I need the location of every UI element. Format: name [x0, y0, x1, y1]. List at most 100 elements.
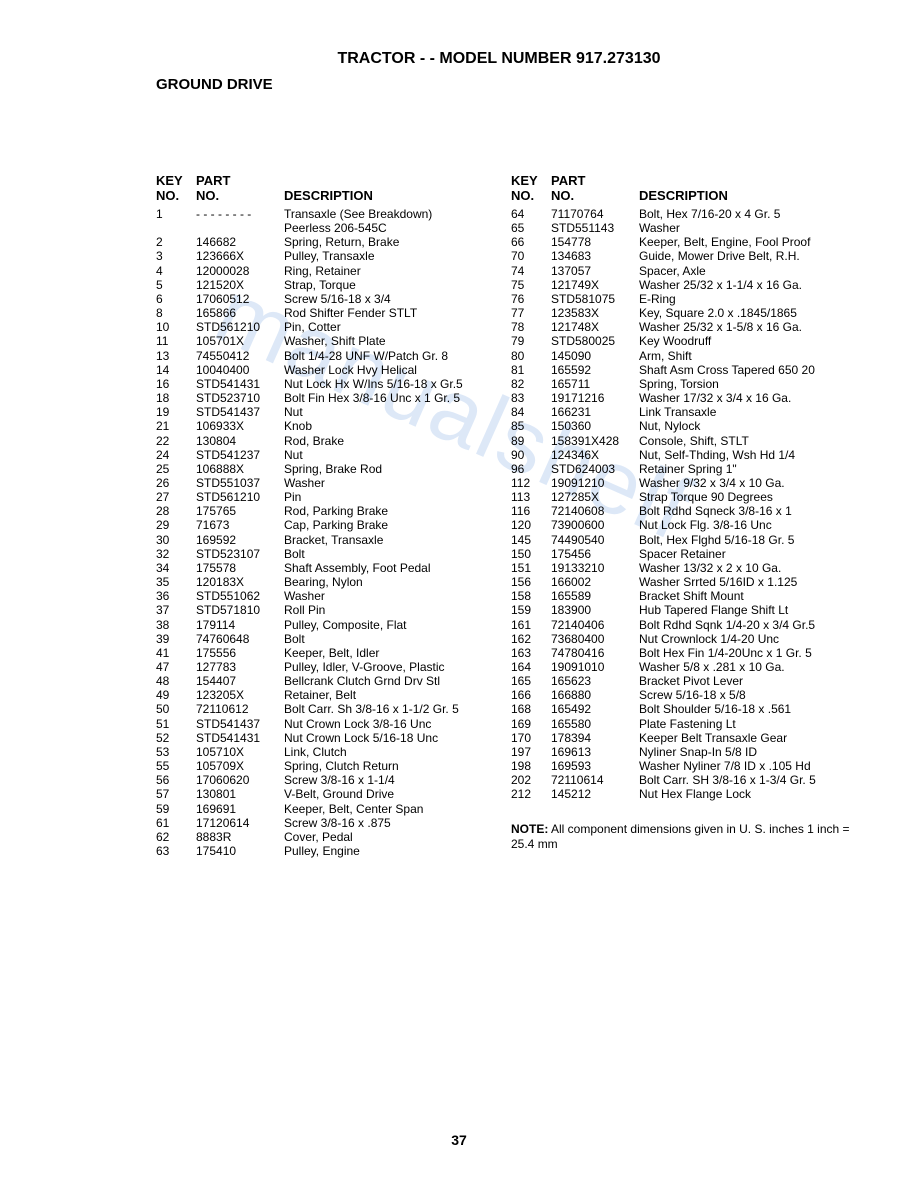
table-row: 11219091210Washer 9/32 x 3/4 x 10 Ga.: [511, 476, 858, 490]
cell-key-no: 161: [511, 618, 551, 632]
cell-description: Pulley, Idler, V-Groove, Plastic: [284, 660, 503, 674]
cell-description: Bolt Carr. Sh 3/8-16 x 1-1/2 Gr. 5: [284, 702, 503, 716]
cell-part-no: [196, 221, 284, 235]
table-row: 16STD541431Nut Lock Hx W/Ins 5/16-18 x G…: [156, 377, 503, 391]
table-row: 159183900Hub Tapered Flange Shift Lt: [511, 603, 858, 617]
cell-description: Spacer Retainer: [639, 547, 858, 561]
table-row: 3974760648Bolt: [156, 632, 503, 646]
cell-part-no: STD561210: [196, 490, 284, 504]
cell-part-no: 127285X: [551, 490, 639, 504]
cell-key-no: 74: [511, 264, 551, 278]
cell-key-no: 162: [511, 632, 551, 646]
table-row: 26STD551037Washer: [156, 476, 503, 490]
cell-description: Shaft Asm Cross Tapered 650 20: [639, 363, 858, 377]
cell-key-no: 52: [156, 731, 196, 745]
table-row: 49123205XRetainer, Belt: [156, 688, 503, 702]
cell-key-no: 38: [156, 618, 196, 632]
table-row: 32STD523107Bolt: [156, 547, 503, 561]
table-row: 12073900600Nut Lock Flg. 3/8-16 Unc: [511, 518, 858, 532]
parts-columns: KEYNO. PARTNO. DESCRIPTION 1- - - - - - …: [156, 173, 858, 858]
cell-description: Washer: [284, 476, 503, 490]
cell-key-no: 47: [156, 660, 196, 674]
cell-description: Spring, Return, Brake: [284, 235, 503, 249]
cell-key-no: 51: [156, 717, 196, 731]
cell-description: Spring, Torsion: [639, 377, 858, 391]
cell-part-no: 130804: [196, 434, 284, 448]
cell-part-no: STD541437: [196, 405, 284, 419]
cell-key-no: 169: [511, 717, 551, 731]
cell-key-no: 10: [156, 320, 196, 334]
cell-part-no: STD523710: [196, 391, 284, 405]
cell-description: E-Ring: [639, 292, 858, 306]
cell-part-no: 158391X428: [551, 434, 639, 448]
cell-description: Bearing, Nylon: [284, 575, 503, 589]
cell-key-no: 21: [156, 419, 196, 433]
cell-part-no: 179114: [196, 618, 284, 632]
cell-description: V-Belt, Ground Drive: [284, 787, 503, 801]
cell-key-no: 79: [511, 334, 551, 348]
cell-key-no: 66: [511, 235, 551, 249]
table-row: 170178394Keeper Belt Transaxle Gear: [511, 731, 858, 745]
cell-description: Bolt Fin Hex 3/8-16 Unc x 1 Gr. 5: [284, 391, 503, 405]
table-row: 6117120614Screw 3/8-16 x .875: [156, 816, 503, 830]
cell-description: Washer: [639, 221, 858, 235]
cell-part-no: 74490540: [551, 533, 639, 547]
cell-key-no: 166: [511, 688, 551, 702]
cell-part-no: 123666X: [196, 249, 284, 263]
cell-key-no: 36: [156, 589, 196, 603]
cell-part-no: STD551143: [551, 221, 639, 235]
content-wrapper: TRACTOR - - MODEL NUMBER 917.273130 GROU…: [60, 50, 858, 858]
cell-part-no: 169613: [551, 745, 639, 759]
header-part-no: PARTNO.: [551, 173, 639, 203]
cell-description: Nut Crown Lock 5/16-18 Unc: [284, 731, 503, 745]
left-rows-container: 1- - - - - - - -Transaxle (See Breakdown…: [156, 207, 503, 858]
cell-description: Strap Torque 90 Degrees: [639, 490, 858, 504]
table-row: 36STD551062Washer: [156, 589, 503, 603]
cell-description: Rod, Brake: [284, 434, 503, 448]
cell-part-no: 8883R: [196, 830, 284, 844]
cell-description: Ring, Retainer: [284, 264, 503, 278]
table-row: 59169691Keeper, Belt, Center Span: [156, 802, 503, 816]
cell-part-no: 154407: [196, 674, 284, 688]
cell-key-no: 112: [511, 476, 551, 490]
cell-part-no: 105701X: [196, 334, 284, 348]
table-row: 79STD580025Key Woodruff: [511, 334, 858, 348]
cell-part-no: 105709X: [196, 759, 284, 773]
cell-key-no: 5: [156, 278, 196, 292]
cell-key-no: 77: [511, 306, 551, 320]
cell-part-no: 19091010: [551, 660, 639, 674]
cell-description: Washer 25/32 x 1-5/8 x 16 Ga.: [639, 320, 858, 334]
cell-part-no: 106888X: [196, 462, 284, 476]
cell-key-no: 76: [511, 292, 551, 306]
table-row: 27STD561210Pin: [156, 490, 503, 504]
cell-key-no: 26: [156, 476, 196, 490]
cell-key-no: [156, 221, 196, 235]
cell-part-no: STD523107: [196, 547, 284, 561]
table-row: Peerless 206-545C: [156, 221, 503, 235]
table-row: 80145090Arm, Shift: [511, 349, 858, 363]
cell-key-no: 50: [156, 702, 196, 716]
cell-key-no: 34: [156, 561, 196, 575]
cell-part-no: 105710X: [196, 745, 284, 759]
cell-part-no: 17060512: [196, 292, 284, 306]
table-row: 198169593Washer Nyliner 7/8 ID x .105 Hd: [511, 759, 858, 773]
table-row: 212145212Nut Hex Flange Lock: [511, 787, 858, 801]
table-row: 37STD571810Roll Pin: [156, 603, 503, 617]
cell-key-no: 55: [156, 759, 196, 773]
cell-part-no: 137057: [551, 264, 639, 278]
cell-description: Pulley, Transaxle: [284, 249, 503, 263]
table-row: 6471170764Bolt, Hex 7/16-20 x 4 Gr. 5: [511, 207, 858, 221]
table-row: 21106933XKnob: [156, 419, 503, 433]
cell-part-no: STD551062: [196, 589, 284, 603]
table-row: 197169613Nyliner Snap-In 5/8 ID: [511, 745, 858, 759]
cell-description: Bracket Pivot Lever: [639, 674, 858, 688]
table-row: 113127285XStrap Torque 90 Degrees: [511, 490, 858, 504]
cell-description: Bolt Hex Fin 1/4-20Unc x 1 Gr. 5: [639, 646, 858, 660]
cell-key-no: 59: [156, 802, 196, 816]
cell-key-no: 27: [156, 490, 196, 504]
cell-key-no: 83: [511, 391, 551, 405]
table-row: 65STD551143Washer: [511, 221, 858, 235]
cell-description: Keeper, Belt, Idler: [284, 646, 503, 660]
cell-key-no: 96: [511, 462, 551, 476]
table-row: 169165580Plate Fastening Lt: [511, 717, 858, 731]
